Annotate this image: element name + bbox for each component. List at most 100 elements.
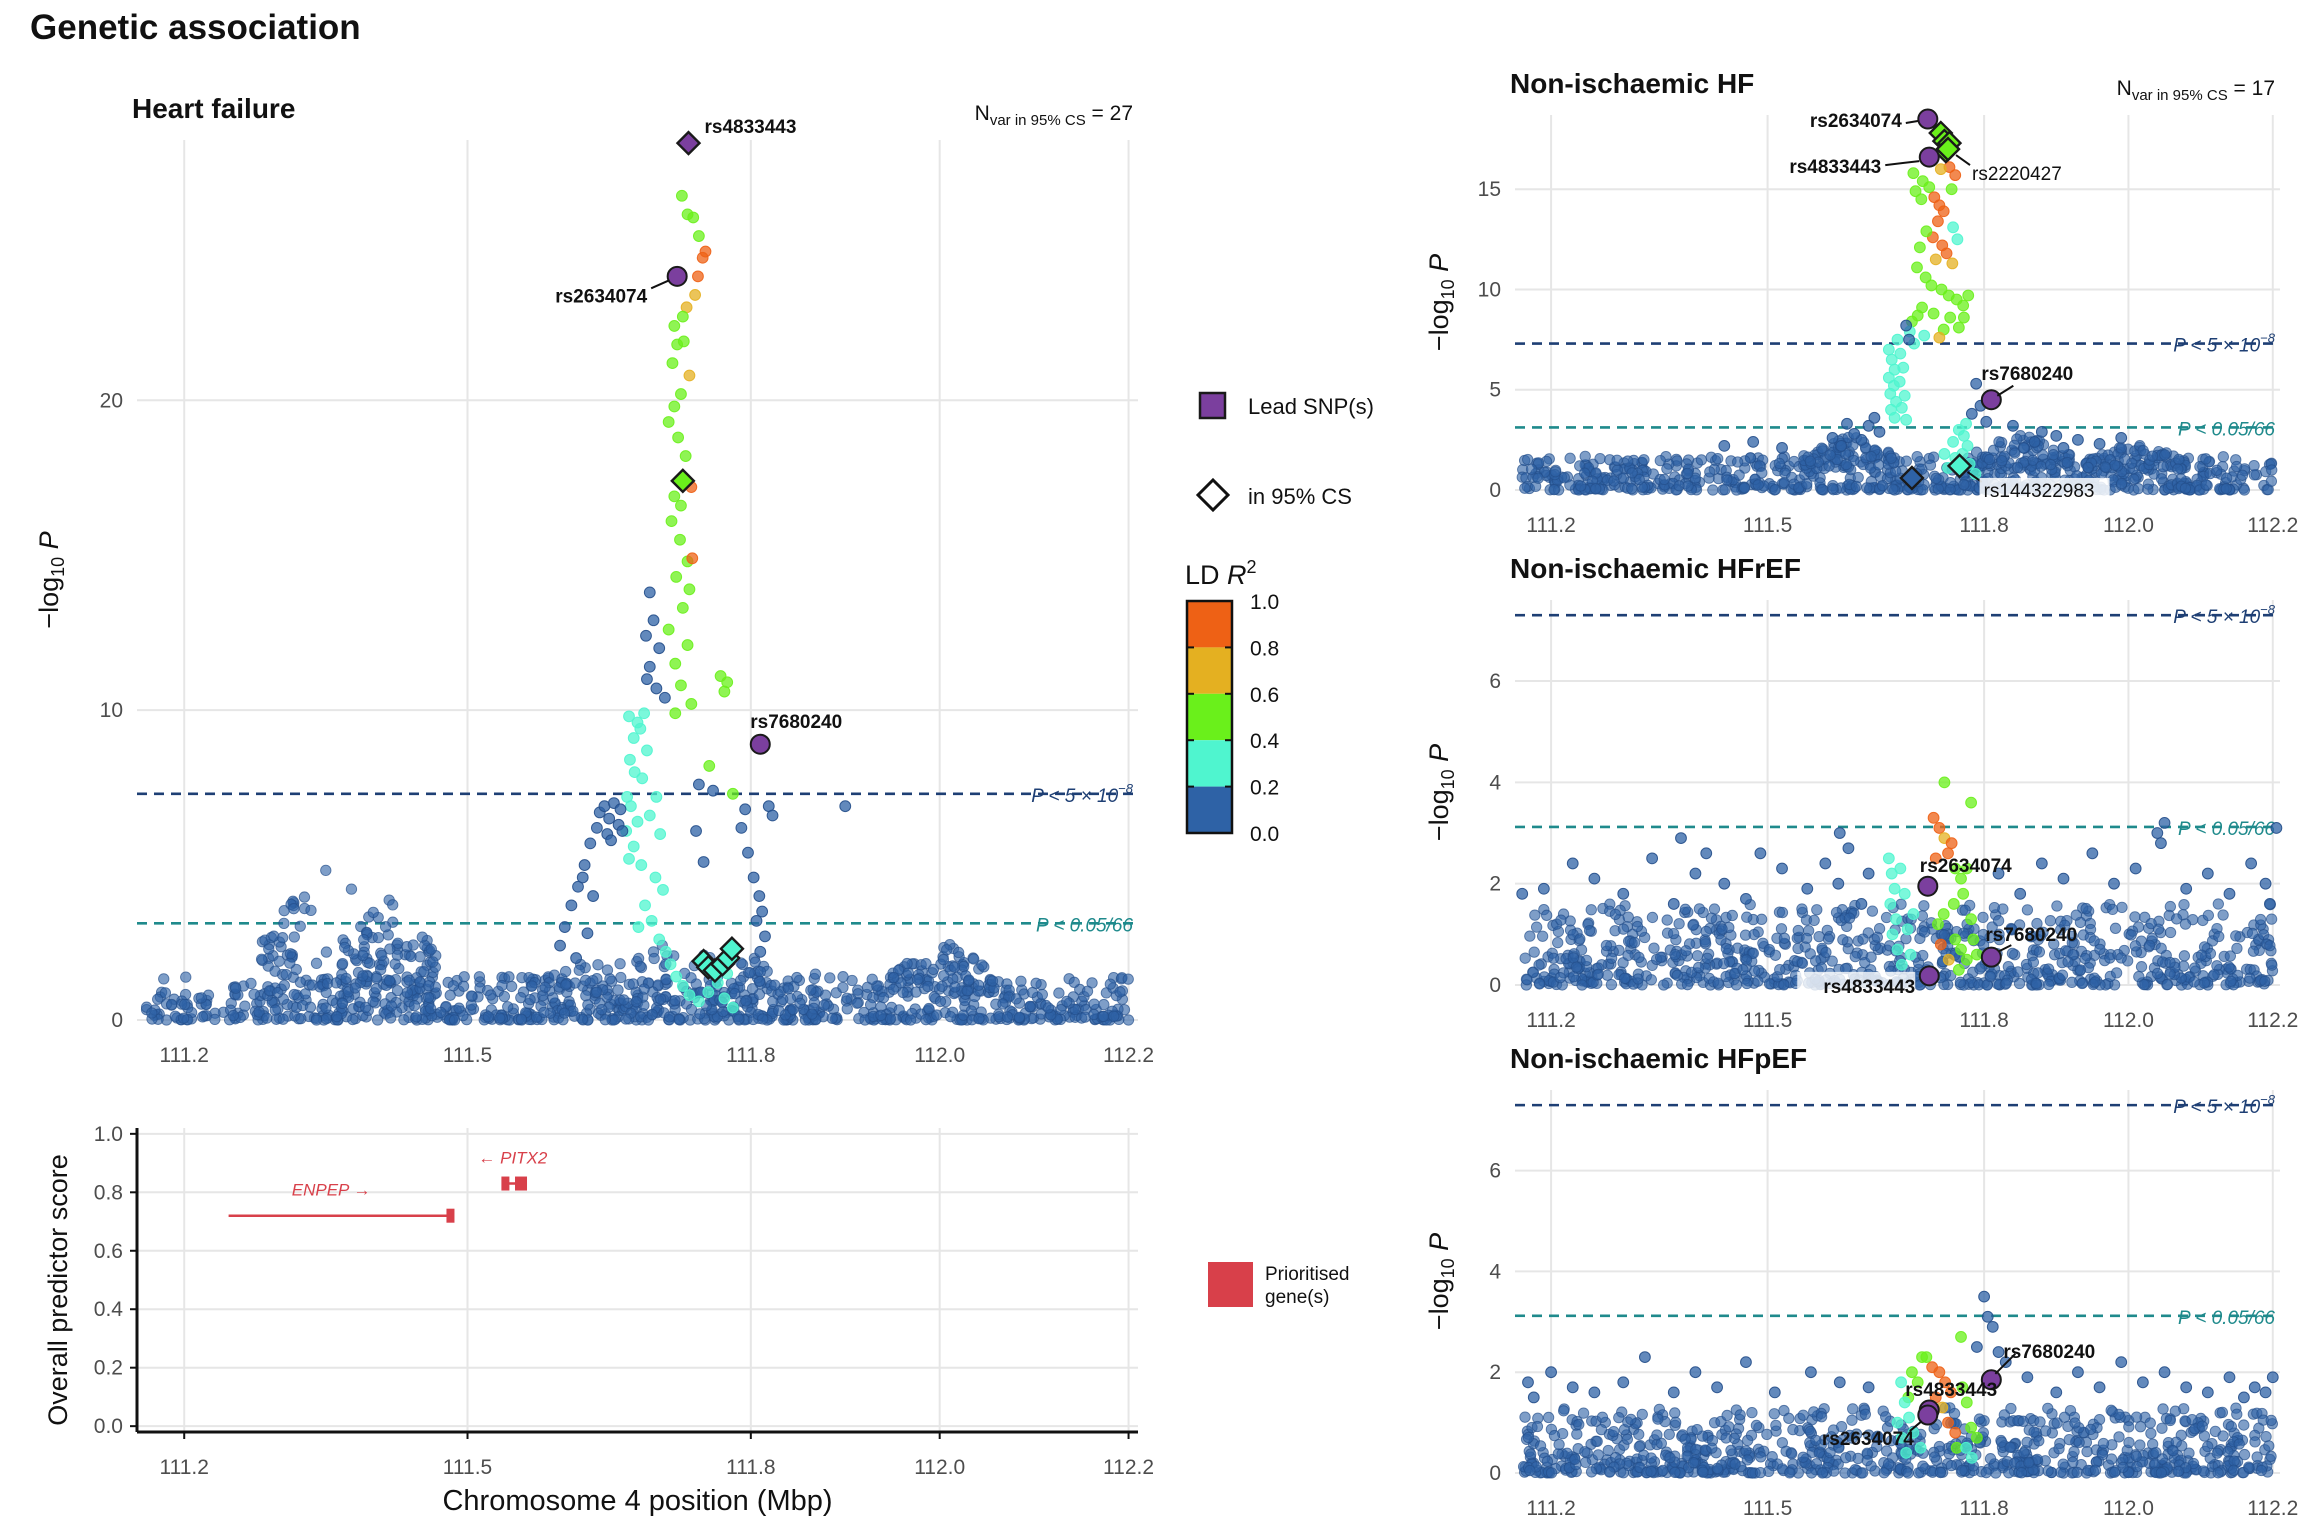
data-point — [1891, 943, 1904, 956]
data-point — [631, 815, 644, 828]
cs-snp-label: rs2220427 — [1972, 164, 2062, 185]
data-point — [261, 1012, 273, 1024]
data-point — [1804, 1366, 1817, 1379]
data-point — [2266, 1371, 2279, 1384]
data-point — [2035, 857, 2048, 870]
data-point — [1835, 439, 1848, 452]
ld-colorbar-segment — [1187, 647, 1232, 694]
data-point — [1923, 181, 1936, 194]
data-point — [1868, 411, 1881, 424]
data-point — [1996, 455, 2008, 467]
x-tick-label: 112.2 — [1103, 1456, 1154, 1479]
data-point — [2179, 482, 2192, 494]
data-point — [676, 601, 689, 614]
data-point — [662, 416, 675, 428]
data-point — [272, 986, 284, 999]
data-point — [782, 982, 795, 995]
data-point — [1895, 898, 1907, 910]
data-point — [1808, 914, 1820, 927]
data-point — [1887, 483, 1899, 495]
cs-legend-key — [1195, 477, 1231, 513]
data-point — [1061, 995, 1073, 1008]
data-point — [2217, 451, 2229, 463]
data-point — [2202, 1440, 2214, 1453]
data-point — [391, 985, 404, 997]
data-point — [407, 939, 419, 951]
data-point — [1712, 452, 1724, 465]
ld-colorbar-segment — [1187, 740, 1232, 787]
data-point — [1580, 954, 1593, 967]
data-point — [1766, 1451, 1778, 1463]
data-point — [675, 388, 687, 400]
data-point — [670, 970, 683, 983]
data-point — [1591, 1435, 1603, 1448]
data-point — [2157, 461, 2169, 473]
x-tick-label: 111.5 — [443, 1044, 492, 1067]
data-point — [729, 988, 741, 1000]
data-point — [922, 980, 934, 993]
page-title: Genetic association — [30, 8, 361, 47]
data-point — [245, 977, 257, 990]
data-point — [587, 890, 600, 902]
data-point — [957, 1009, 969, 1021]
data-point — [1842, 842, 1855, 855]
data-point — [2172, 1465, 2184, 1478]
data-point — [1042, 1002, 1054, 1014]
data-point — [683, 369, 696, 382]
data-point — [166, 998, 178, 1011]
data-point — [791, 971, 803, 984]
data-point — [1687, 1457, 1700, 1469]
data-point — [1978, 1290, 1991, 1303]
data-point — [1957, 311, 1970, 324]
data-point — [209, 1013, 221, 1026]
data-point — [1849, 950, 1861, 963]
data-point — [2042, 963, 2055, 975]
bonferroni-threshold-label: P < 0.05/66 — [1036, 915, 1133, 936]
data-point — [1884, 898, 1897, 910]
data-point — [968, 953, 980, 965]
data-point — [683, 583, 696, 596]
data-point — [1946, 257, 1959, 270]
data-point — [733, 1013, 745, 1025]
gw-threshold-label: P < 5 × 10−8 — [2173, 602, 2276, 628]
data-point — [1776, 906, 1789, 919]
data-point — [1827, 482, 1839, 495]
data-point — [2151, 827, 2164, 839]
data-point — [2233, 1438, 2245, 1450]
data-point — [669, 707, 682, 720]
data-point — [581, 927, 594, 940]
data-point — [345, 883, 358, 895]
data-point — [2198, 977, 2210, 989]
data-point — [2017, 1415, 2029, 1427]
data-point — [2027, 454, 2039, 466]
data-point — [2033, 1435, 2045, 1447]
data-point — [1956, 1464, 1968, 1477]
x-tick-label: 111.8 — [1959, 1009, 2008, 1032]
data-point — [1775, 923, 1788, 935]
x-tick-label: 111.2 — [1526, 514, 1575, 537]
data-point — [864, 999, 877, 1011]
data-point — [526, 980, 538, 992]
data-point — [2223, 961, 2235, 973]
data-point — [590, 821, 603, 834]
data-point — [604, 973, 616, 985]
data-point — [1721, 1409, 1733, 1422]
data-point — [1918, 900, 1930, 912]
data-point — [649, 871, 662, 884]
data-point — [1776, 862, 1788, 875]
data-point — [1081, 985, 1094, 997]
y-tick-label: 1.0 — [94, 1123, 123, 1146]
data-point — [697, 856, 710, 868]
data-point — [2132, 482, 2144, 495]
data-point — [1673, 918, 1685, 930]
data-point — [1980, 1467, 1992, 1479]
data-point — [1626, 467, 1638, 479]
data-point — [1986, 1320, 1999, 1333]
x-tick-label: 111.5 — [443, 1456, 492, 1479]
data-point — [934, 995, 947, 1008]
data-point — [653, 933, 666, 946]
x-tick-label: 111.2 — [159, 1044, 208, 1067]
data-point — [158, 973, 170, 985]
data-point — [1768, 1408, 1780, 1420]
data-point — [179, 998, 191, 1011]
